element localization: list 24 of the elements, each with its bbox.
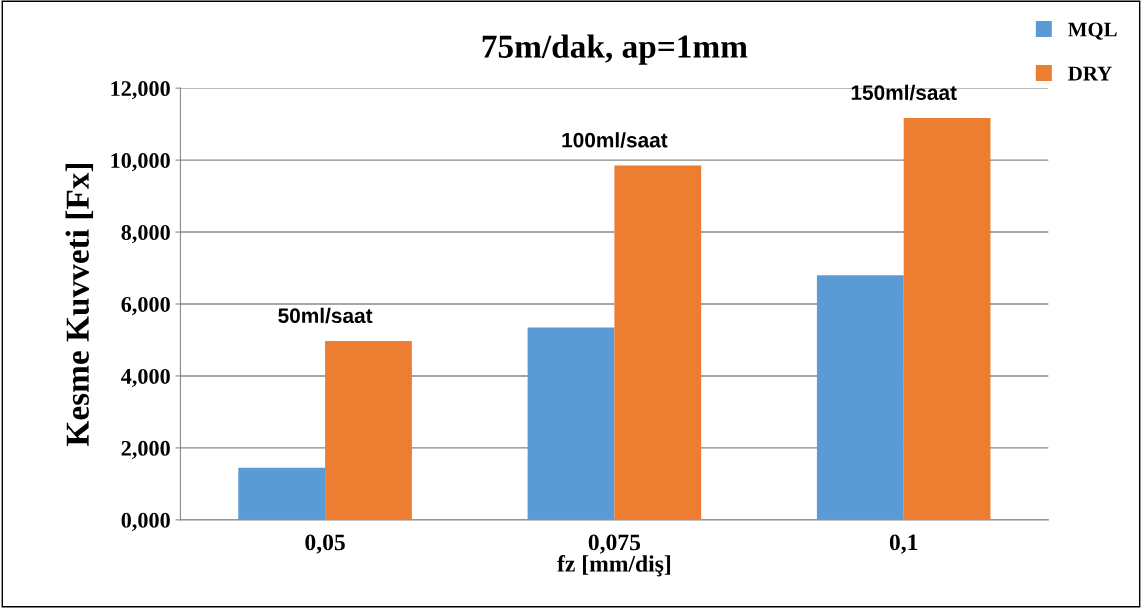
annotation: 100ml/saat [562,132,668,148]
y-axis-title: Kesme Kuvveti [Fx] [65,163,94,446]
x-tick-label: 0,05 [305,534,345,554]
y-tick-label: 8,000 [121,224,170,244]
y-tick-label: 4,000 [121,368,170,388]
legend-label: MQL [1068,22,1117,40]
x-tick-label: 0,075 [588,534,641,554]
bar [238,467,326,520]
bar [527,327,615,520]
bar [816,275,904,520]
y-tick-label: 6,000 [121,296,170,316]
annotation: 50ml/saat [278,307,373,324]
x-tick-label: 0,1 [889,534,918,554]
y-tick-label: 2,000 [121,440,170,460]
legend-label: DRY [1068,66,1112,81]
chart-title: 75m/dak, ap=1mm [482,34,748,65]
x-axis-title: fz [mm/diş] [557,554,671,577]
annotation: 150ml/saat [851,84,957,101]
y-tick-label: 0,000 [121,512,170,531]
y-tick-label: 10,000 [111,153,170,172]
bar [325,341,412,520]
bar [614,165,702,520]
bar [903,118,991,520]
y-tick-label: 12,000 [111,81,170,100]
